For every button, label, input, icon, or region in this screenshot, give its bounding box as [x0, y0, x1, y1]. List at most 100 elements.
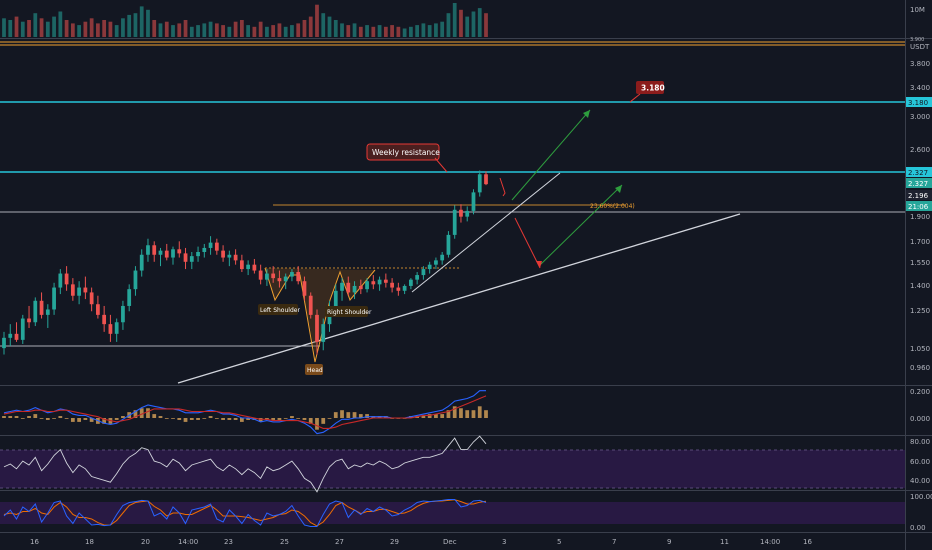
volume-bars: [2, 3, 488, 38]
left-shoulder-callout: Left Shoulder: [258, 304, 300, 315]
time-label: 29: [390, 538, 399, 546]
volume-bar: [164, 21, 169, 37]
candle-body: [302, 281, 307, 296]
rsi-line: [3, 435, 487, 493]
volume-bar: [321, 13, 326, 37]
macd-histogram-bar: [471, 410, 476, 418]
time-label: 5: [557, 538, 561, 546]
price-tick: 3.800: [910, 60, 930, 68]
macd-histogram-bar: [214, 418, 219, 419]
macd-histogram-bar: [20, 418, 25, 419]
volume-bar: [146, 9, 150, 38]
candle-body: [396, 287, 401, 291]
volume-bar: [221, 25, 225, 37]
volume-bar: [202, 23, 207, 37]
candle-body: [158, 250, 163, 255]
volume-bar: [39, 18, 44, 37]
time-label: 9: [667, 538, 671, 546]
volume-bar: [333, 20, 338, 37]
macd-histogram-bar: [302, 418, 307, 420]
candle-body: [252, 264, 257, 271]
candle-body: [409, 279, 413, 286]
volume-bar: [83, 21, 88, 37]
candle-body: [64, 273, 69, 285]
volume-axis-label: 10M: [910, 6, 925, 14]
head-label: Head: [307, 367, 323, 374]
signal-line: [3, 395, 487, 429]
volume-bar: [409, 26, 413, 37]
volume-bar: [52, 16, 56, 37]
candle-body: [70, 284, 75, 296]
green-arrow-lower: [539, 184, 623, 266]
macd-histogram-bar: [352, 412, 357, 418]
volume-bar: [189, 26, 194, 37]
volume-bar: [246, 25, 251, 37]
macd-histogram-bar: [183, 418, 188, 422]
red-arrow-long: [514, 217, 541, 269]
red-arrow-short: [499, 177, 506, 197]
candle-body: [189, 256, 194, 262]
macd-histogram-bar: [239, 418, 244, 422]
macd-histogram-bar: [321, 418, 326, 424]
volume-bar: [214, 23, 219, 37]
macd-histogram-bar: [277, 418, 282, 420]
volume-bar: [152, 20, 157, 37]
macd-histogram-bar: [358, 414, 363, 418]
volume-bar: [371, 26, 376, 37]
candle-body: [77, 287, 81, 296]
volume-bar: [383, 26, 388, 37]
red-arrow-long-head: [536, 261, 542, 268]
weekly-resistance-label: Weekly resistance: [372, 148, 440, 157]
stoch-tick: 100.00: [910, 493, 932, 501]
time-label: 14:00: [178, 538, 198, 546]
macd-histogram-bar: [139, 408, 144, 418]
candle-body: [377, 279, 382, 285]
macd-histogram-bar: [102, 418, 107, 424]
resistance-price-badge: [906, 167, 932, 177]
candle-body: [427, 264, 432, 270]
candle-body: [471, 192, 476, 211]
candle-body: [365, 281, 369, 290]
macd-histogram-bar: [189, 418, 194, 420]
macd-histogram-bar: [296, 418, 301, 419]
candle-body: [258, 270, 263, 280]
resistance-price-badge-text: 2.327: [908, 169, 928, 177]
macd-histogram-bar: [484, 410, 488, 418]
candle-body: [321, 324, 326, 342]
price-candles: [2, 170, 488, 355]
volume-bar: [484, 13, 488, 37]
volume-bar: [265, 26, 269, 37]
volume-bar: [477, 8, 482, 37]
candle-body: [52, 287, 56, 310]
candle-body: [283, 276, 288, 282]
candle-body: [265, 273, 269, 280]
macd-histogram-bar: [164, 418, 169, 419]
macd-histogram-bar: [221, 418, 225, 420]
macd-histogram-bar: [70, 418, 75, 422]
macd-histogram-bar: [58, 416, 63, 418]
last-price-badge-text: 2.327: [908, 180, 928, 188]
right-shoulder-callout: Right Shoulder: [325, 306, 372, 317]
time-axis: 16 18 20 14:00 23 25 27 29 Dec 3 5 7 9 1…: [30, 538, 812, 546]
stoch-band: [0, 502, 905, 524]
macd-histogram-bar: [171, 418, 175, 419]
candle-body: [146, 245, 150, 255]
candle-body: [346, 282, 351, 293]
volume-bar: [45, 21, 50, 37]
volume-bar: [158, 23, 163, 37]
macd-histogram-bar: [2, 416, 6, 418]
macd-histogram-bar: [258, 418, 263, 422]
candle-body: [58, 273, 63, 288]
candle-body: [277, 278, 282, 282]
candle-body: [239, 260, 244, 270]
candle-body: [484, 174, 488, 185]
price-tick: 1.250: [910, 307, 930, 315]
green-arrow-upper-head: [583, 110, 590, 118]
volume-bar: [459, 9, 463, 38]
stoch-tick: 0.00: [910, 524, 926, 532]
volume-bar: [434, 23, 438, 37]
volume-bar: [89, 18, 94, 37]
macd-histogram-bar: [440, 414, 445, 418]
volume-bar: [296, 23, 301, 37]
macd-histogram-bar: [427, 414, 432, 418]
